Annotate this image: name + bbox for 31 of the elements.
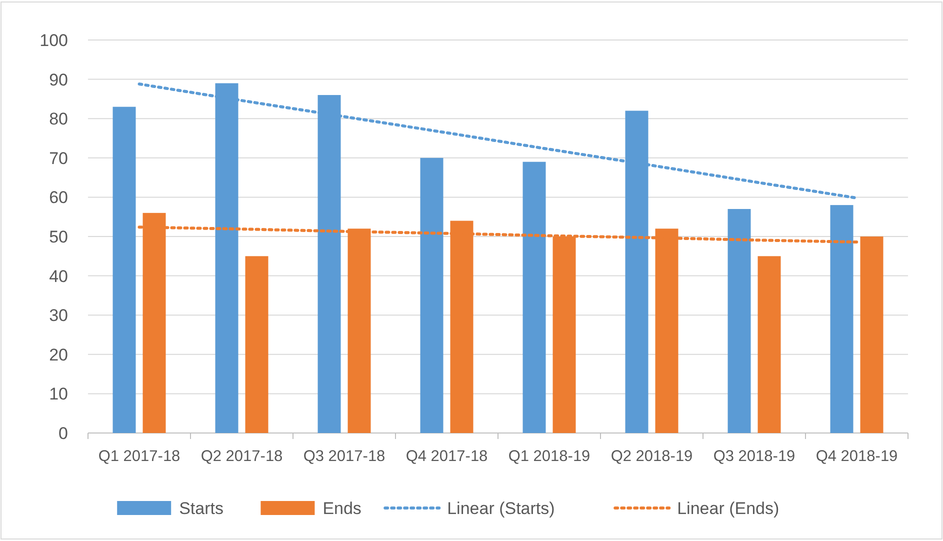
y-tick-label: 40: [49, 266, 68, 286]
bar: [112, 106, 136, 433]
y-tick-label: 90: [49, 70, 68, 90]
legend-label: Ends: [322, 498, 362, 518]
y-tick-label: 60: [49, 188, 68, 208]
y-tick-label: 100: [40, 30, 68, 50]
x-tick-label: Q3 2017-18: [303, 448, 386, 465]
legend-label: Starts: [179, 498, 224, 518]
x-tick-label: Q1 2018-19: [508, 448, 590, 465]
legend-label: Linear (Starts): [447, 498, 555, 518]
bar: [522, 162, 546, 433]
bar: [728, 208, 751, 433]
bar: [758, 256, 781, 433]
bar: [830, 205, 854, 433]
x-tick-label: Q2 2017-18: [200, 448, 283, 465]
legend-label: Linear (Ends): [677, 498, 780, 518]
y-tick-label: 10: [49, 384, 68, 404]
y-tick-label: 0: [58, 424, 68, 443]
x-tick-label: Q4 2018-19: [816, 448, 898, 465]
y-tick-label: 30: [49, 306, 68, 326]
bar: [860, 236, 884, 433]
bar: [245, 256, 268, 433]
y-tick-label: 50: [49, 227, 68, 246]
x-tick-label: Q4 2017-18: [406, 448, 488, 465]
y-tick-label: 70: [49, 148, 68, 168]
x-tick-label: Q3 2018-19: [713, 448, 796, 465]
x-tick-label: Q2 2018-19: [610, 448, 693, 465]
y-tick-label: 20: [49, 345, 68, 364]
bar: [420, 158, 444, 433]
y-tick-label: 80: [49, 110, 68, 129]
x-tick-label: Q1 2017-18: [98, 448, 180, 465]
